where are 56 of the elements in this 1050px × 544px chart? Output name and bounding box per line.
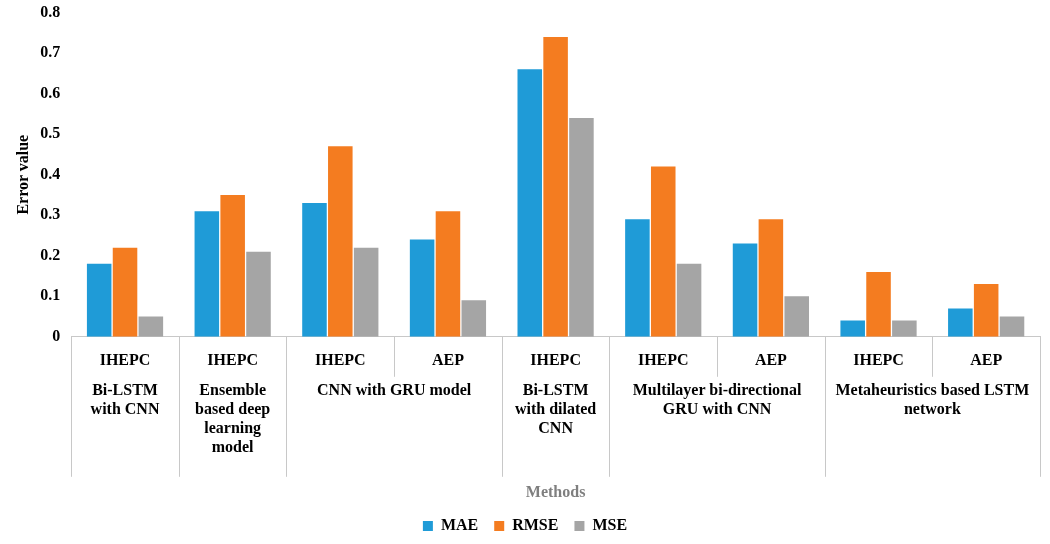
bar	[866, 271, 891, 337]
text: Metaheuristics based LSTM network	[835, 380, 1030, 417]
bar	[892, 320, 917, 337]
legend-label: MSE	[592, 516, 628, 534]
bar	[758, 219, 784, 337]
x-tick-label: IHEPC	[99, 350, 151, 368]
bar	[302, 203, 327, 337]
y-tick-label: 0	[52, 326, 61, 344]
text: CNN with GRU model	[317, 380, 472, 398]
bar	[973, 284, 999, 337]
bar	[676, 263, 702, 337]
text: Bi-LSTM with dilated CNN	[514, 380, 597, 436]
x-tick-label: IHEPC	[637, 350, 689, 368]
bar	[650, 166, 676, 337]
bar	[999, 316, 1025, 337]
y-tick-label: 0.5	[40, 124, 61, 142]
legend-label: MAE	[440, 516, 479, 534]
x-tick-label: AEP	[431, 350, 465, 368]
text: Multilayer bi-directional GRU with CNN	[632, 380, 802, 417]
bar	[461, 300, 487, 337]
x-tick-label: AEP	[754, 350, 788, 368]
x-tick-label: IHEPC	[207, 350, 258, 368]
y-axis-title: Error value	[13, 134, 31, 215]
bar	[543, 36, 568, 337]
bar	[569, 117, 594, 337]
bar	[625, 219, 650, 337]
y-tick-label: 0.6	[40, 83, 61, 101]
bar	[194, 211, 220, 337]
bar	[517, 69, 543, 337]
x-tick-label: IHEPC	[853, 350, 904, 368]
bar	[86, 263, 112, 337]
bar	[948, 308, 973, 337]
text: Ensemble based deep learning model	[195, 380, 271, 455]
x-tick-label: IHEPC	[314, 350, 366, 368]
y-tick-label: 0.7	[40, 43, 61, 61]
bar	[840, 320, 865, 337]
bar	[784, 296, 809, 337]
bar	[353, 247, 379, 337]
y-tick-label: 0.8	[40, 2, 61, 20]
text: Methods	[525, 482, 586, 500]
bar	[328, 146, 353, 337]
y-tick-label: 0.2	[40, 245, 61, 263]
bar	[732, 243, 758, 337]
bar	[138, 316, 164, 337]
legend-label: RMSE	[512, 516, 559, 534]
x-tick-label: AEP	[970, 350, 1003, 368]
bar	[112, 247, 138, 337]
bar	[220, 194, 245, 337]
text: Bi-LSTM with CNN	[90, 380, 160, 417]
y-tick-label: 0.1	[40, 286, 61, 304]
bar	[246, 251, 271, 337]
bar	[409, 239, 435, 337]
bar	[435, 211, 461, 337]
y-tick-label: 0.4	[40, 164, 61, 182]
y-tick-label: 0.3	[40, 205, 61, 223]
x-tick-label: IHEPC	[530, 350, 581, 368]
